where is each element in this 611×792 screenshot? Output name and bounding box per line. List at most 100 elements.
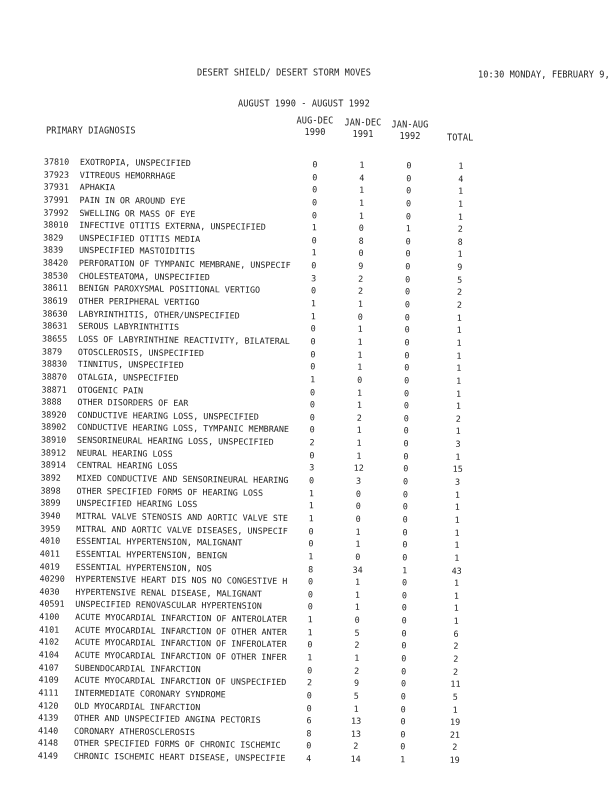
diagnosis-description: CENTRAL HEARING LOSS	[76, 460, 178, 472]
count-jan-dec-1991: 1	[354, 589, 360, 600]
count-jan-aug-1992: 0	[406, 172, 412, 183]
count-jan-dec-1991: 9	[353, 678, 360, 689]
count-total: 8	[457, 236, 463, 247]
count-total: 5	[452, 691, 458, 702]
count-aug-dec-1990: 4	[306, 753, 312, 764]
report-title: DESERT SHIELD/ DESERT STORM MOVES	[197, 67, 372, 79]
count-jan-aug-1992: 0	[402, 539, 408, 550]
diagnosis-description: HYPERTENSIVE RENAL DISEASE, MALIGNANT	[75, 586, 263, 599]
count-aug-dec-1990: 3	[309, 462, 315, 473]
count-total: 2	[456, 299, 463, 310]
diagnosis-code: 4120	[38, 699, 59, 711]
count-aug-dec-1990: 1	[308, 551, 314, 562]
count-jan-aug-1992: 0	[406, 160, 412, 171]
diagnosis-code: 3829	[43, 232, 64, 243]
count-total: 2	[455, 413, 461, 424]
count-jan-aug-1992: 0	[400, 741, 406, 752]
count-aug-dec-1990: 0	[309, 449, 315, 461]
count-aug-dec-1990: 0	[307, 576, 314, 587]
count-jan-aug-1992: 0	[403, 425, 409, 436]
count-jan-aug-1992: 0	[400, 691, 406, 702]
count-aug-dec-1990: 0	[311, 209, 317, 220]
count-total: 3	[455, 476, 461, 487]
count-jan-aug-1992: 0	[401, 590, 407, 601]
diagnosis-description: TINNITUS, UNSPECIFIED	[77, 359, 184, 371]
diagnosis-description: MITRAL AND AORTIC VALVE DISEASES, UNSPEC…	[76, 523, 288, 536]
diagnosis-code: 38870	[41, 371, 67, 382]
count-jan-dec-1991: 1	[359, 159, 365, 170]
diagnosis-code: 38871	[41, 383, 67, 395]
diagnosis-code: 4030	[39, 586, 60, 597]
diagnosis-description: ACUTE MYOCARDIAL INFARCTION OF UNSPECIFI…	[74, 675, 287, 688]
diagnosis-description: OTHER SPECIFIED FORMS OF HEARING LOSS	[76, 485, 264, 498]
count-total: 1	[458, 186, 464, 197]
count-total: 1	[452, 704, 458, 715]
diagnosis-code: 37923	[43, 169, 70, 180]
count-jan-aug-1992: 0	[403, 463, 409, 474]
count-total: 1	[457, 211, 463, 222]
count-total: 21	[449, 729, 461, 740]
count-aug-dec-1990: 1	[311, 247, 317, 258]
count-total: 1	[453, 615, 459, 626]
count-total: 9	[457, 261, 463, 272]
count-jan-dec-1991: 1	[357, 349, 363, 360]
count-jan-aug-1992: 0	[403, 400, 409, 411]
count-total: 6	[453, 628, 459, 639]
diagnosis-description: SENSORINEURAL HEARING LOSS, UNSPECIFIED	[76, 434, 274, 447]
count-total: 3	[455, 438, 461, 449]
count-jan-aug-1992: 0	[404, 311, 410, 322]
diagnosis-description: ACUTE MYOCARDIAL INFARCTION OF INFEROLAT…	[74, 637, 287, 650]
diagnosis-code: 4109	[38, 674, 59, 685]
diagnosis-description: OTHER AND UNSPECIFIED ANGINA PECTORIS	[74, 712, 261, 725]
count-jan-dec-1991: 0	[354, 614, 360, 625]
count-jan-dec-1991: 0	[357, 374, 363, 385]
count-aug-dec-1990: 1	[307, 652, 313, 663]
count-aug-dec-1990: 0	[312, 159, 318, 170]
diagnosis-code: 4140	[37, 725, 59, 736]
count-jan-dec-1991: 0	[355, 513, 361, 524]
count-aug-dec-1990: 0	[308, 525, 314, 536]
count-total: 15	[452, 464, 463, 475]
diagnosis-description: INFECTIVE OTITIS EXTERNA, UNSPECIFIED	[79, 220, 266, 232]
diagnosis-code: 37992	[43, 207, 69, 218]
diagnosis-description: OTHER SPECIFIED FORMS OF CHRONIC ISCHEMI…	[73, 738, 281, 751]
count-jan-aug-1992: 0	[402, 514, 408, 525]
count-jan-dec-1991: 1	[357, 362, 363, 373]
diagnosis-code: 4100	[39, 611, 60, 622]
count-jan-dec-1991: 13	[350, 728, 362, 739]
diagnosis-code: 4111	[38, 687, 59, 698]
count-jan-dec-1991: 2	[354, 640, 360, 651]
count-jan-aug-1992: 0	[405, 210, 411, 221]
count-aug-dec-1990: 8	[306, 728, 312, 739]
count-aug-dec-1990: 1	[308, 500, 314, 511]
diagnosis-description: SEROUS LABYRINTHITIS	[78, 321, 180, 333]
column-header-line: 1992	[399, 131, 421, 143]
column-header-total: TOTAL	[447, 132, 474, 144]
diagnosis-description: NEURAL HEARING LOSS	[76, 447, 173, 459]
count-aug-dec-1990: 0	[309, 386, 316, 397]
count-jan-dec-1991: 34	[352, 564, 363, 575]
diagnosis-description: LABYRINTHITIS, OTHER/UNSPECIFIED	[78, 308, 240, 321]
count-total: 43	[451, 565, 462, 576]
count-jan-aug-1992: 0	[403, 450, 409, 462]
count-total: 1	[454, 489, 461, 500]
count-jan-dec-1991: 2	[358, 273, 364, 284]
diagnosis-description: SUBENDOCARDIAL INFARCTION	[74, 662, 201, 674]
count-aug-dec-1990: 8	[308, 563, 314, 574]
count-aug-dec-1990: 0	[311, 235, 317, 246]
count-jan-aug-1992: 0	[405, 248, 411, 259]
diagnosis-code: 4139	[38, 712, 59, 723]
diagnosis-code: 38830	[41, 358, 68, 369]
count-jan-dec-1991: 1	[357, 324, 363, 335]
diagnosis-code: 38631	[42, 320, 68, 332]
diagnosis-code: 3898	[40, 485, 61, 496]
count-jan-dec-1991: 1	[353, 703, 359, 714]
count-total: 1	[454, 552, 460, 563]
count-jan-aug-1992: 0	[405, 261, 411, 272]
count-total: 1	[455, 426, 461, 437]
count-jan-aug-1992: 0	[404, 362, 410, 373]
count-total: 2	[453, 666, 459, 677]
count-aug-dec-1990: 1	[308, 513, 314, 524]
count-jan-dec-1991: 1	[359, 185, 365, 196]
count-aug-dec-1990: 1	[310, 310, 316, 322]
